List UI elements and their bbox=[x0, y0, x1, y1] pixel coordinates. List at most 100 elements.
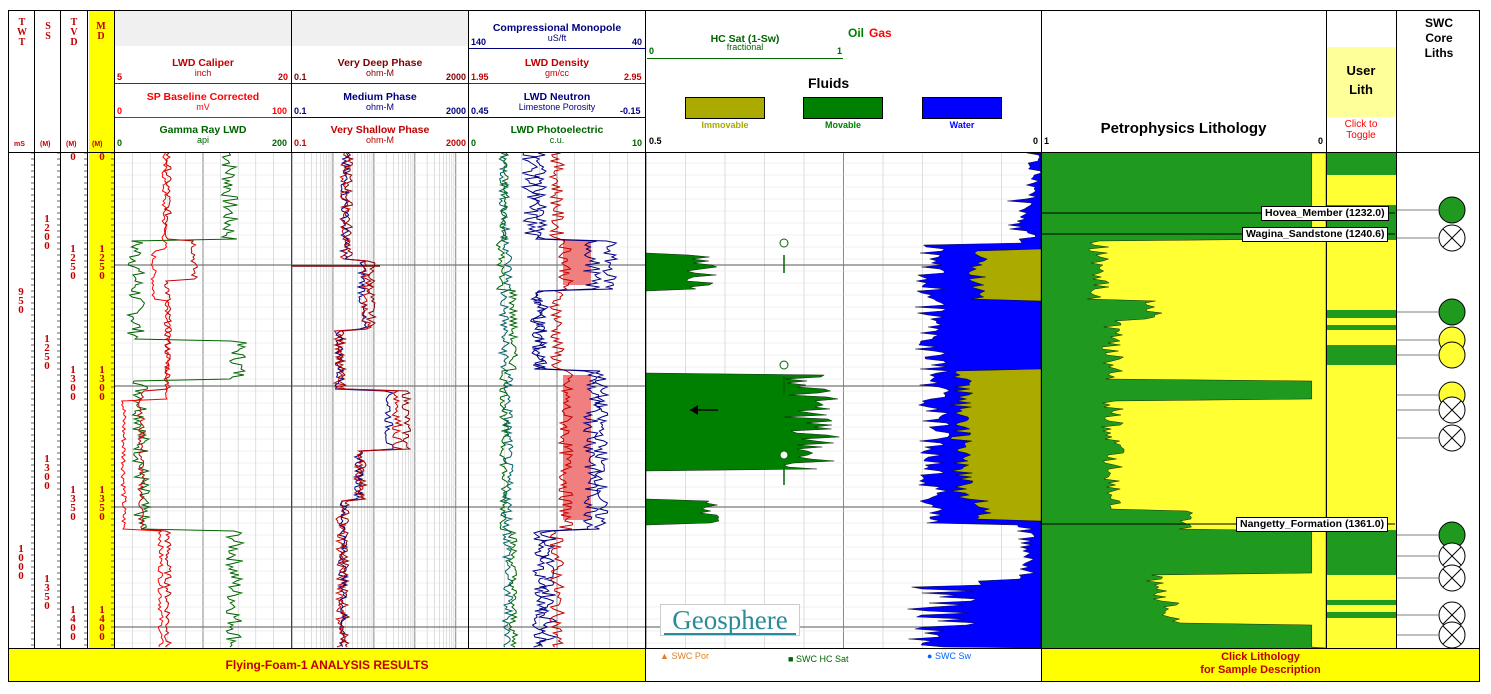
swc-cross bbox=[1442, 546, 1462, 566]
log-curve bbox=[531, 152, 619, 648]
dt-title: Compressional Monopole bbox=[492, 22, 622, 34]
crossover-fill bbox=[563, 240, 591, 285]
track2-empty-header bbox=[292, 11, 468, 46]
caliper-scale-line bbox=[115, 83, 291, 84]
caliper-title: LWD Caliper bbox=[172, 57, 234, 69]
nphi-min: 0.45 bbox=[471, 106, 489, 116]
click-lith-line2: for Sample Description bbox=[1200, 664, 1321, 676]
track1-empty-header bbox=[115, 11, 291, 46]
rhob-max: 2.95 bbox=[624, 72, 642, 82]
swc-sample bbox=[1438, 298, 1466, 326]
mp-unit: ohm-M bbox=[365, 102, 394, 112]
vdp-unit: ohm-M bbox=[365, 68, 394, 78]
water-swatch bbox=[922, 97, 1002, 119]
md-mark: 0 bbox=[99, 151, 105, 163]
rhob-title: LWD Density bbox=[524, 57, 590, 69]
nphi-unit: Limestone Porosity bbox=[518, 102, 596, 112]
fluids-title: Fluids bbox=[808, 75, 850, 91]
rhob-unit: gm/cc bbox=[544, 68, 569, 78]
pe-title: LWD Photoelectric bbox=[510, 124, 604, 136]
swc-marker bbox=[779, 450, 789, 460]
user-lith-line1: User bbox=[1346, 63, 1376, 78]
analysis-footer: Flying-Foam-1 ANALYSIS RESULTS bbox=[9, 649, 645, 681]
log-curve bbox=[335, 152, 412, 648]
formation-top-hovea[interactable]: Hovea_Member (1232.0) bbox=[1261, 206, 1389, 221]
caliper-min: 5 bbox=[117, 72, 123, 82]
swc-header: SWC Core Liths bbox=[1398, 16, 1480, 61]
fluid-fill bbox=[645, 153, 840, 648]
md-track-bg bbox=[89, 153, 114, 648]
swc-marker bbox=[779, 238, 789, 248]
oil-label: Oil bbox=[848, 26, 865, 40]
vdp-scale-line bbox=[292, 83, 468, 84]
mp-scale-line bbox=[292, 117, 468, 118]
sp-max: 100 bbox=[272, 106, 288, 116]
hcsat-min: 0 bbox=[649, 46, 655, 56]
user-lith-band bbox=[1327, 153, 1396, 175]
user-lith-line2: Lith bbox=[1349, 82, 1373, 97]
vsp-max: 2000 bbox=[446, 138, 467, 148]
analysis-title: Flying-Foam-1 ANALYSIS RESULTS bbox=[225, 658, 429, 672]
user-lith-band bbox=[1327, 345, 1396, 365]
caliper-max: 20 bbox=[278, 72, 289, 82]
pe-min: 0 bbox=[471, 138, 477, 148]
log-curve bbox=[548, 152, 575, 648]
user-lith-button[interactable]: User Lith bbox=[1327, 47, 1395, 117]
square-icon: ■ bbox=[788, 654, 794, 664]
gr-max: 200 bbox=[272, 138, 288, 148]
tvd-mark: 0 bbox=[70, 151, 76, 163]
swc-cross bbox=[1442, 625, 1462, 645]
sp-scale-line bbox=[115, 117, 291, 118]
vsp-title: Very Shallow Phase bbox=[330, 124, 430, 136]
sp-min: 0 bbox=[117, 106, 123, 116]
t5-scale-max: 0 bbox=[1318, 136, 1324, 146]
nphi-title: LWD Neutron bbox=[523, 91, 591, 103]
hcsat-scale-line bbox=[647, 58, 843, 59]
gr-unit: api bbox=[196, 135, 209, 145]
caliper-unit: inch bbox=[194, 68, 212, 78]
arrow-head bbox=[690, 405, 698, 415]
swc-cross bbox=[1442, 428, 1462, 448]
hcsat-unit: fractional bbox=[726, 42, 764, 52]
swc-cross bbox=[1442, 400, 1462, 420]
click-lithology-footer[interactable]: Click Lithology for Sample Description bbox=[1042, 649, 1479, 681]
swc-line3: Liths bbox=[1424, 46, 1454, 60]
dt-max: 40 bbox=[632, 37, 643, 47]
nphi-max: -0.15 bbox=[620, 106, 641, 116]
rhob-scale-line bbox=[469, 83, 645, 84]
log-frame bbox=[8, 10, 1480, 682]
log-curve bbox=[333, 152, 395, 648]
vdp-title: Very Deep Phase bbox=[337, 57, 423, 69]
user-lith-band bbox=[1327, 612, 1396, 618]
mp-title: Medium Phase bbox=[343, 91, 417, 103]
t5-scale-min: 1 bbox=[1044, 136, 1050, 146]
user-lith-band bbox=[1327, 530, 1396, 575]
formation-top-wagina[interactable]: Wagina_Sandstone (1240.6) bbox=[1242, 227, 1389, 242]
formation-top-nangetty[interactable]: Nangetty_Formation (1361.0) bbox=[1236, 517, 1389, 532]
t4-scale-min: 0.5 bbox=[649, 136, 662, 146]
ss-unit: (M) bbox=[40, 141, 51, 148]
toggle-link[interactable]: Click to Toggle bbox=[1327, 119, 1395, 141]
lithology-title: Petrophysics Lithology bbox=[1100, 120, 1267, 137]
swc-sample bbox=[1438, 341, 1466, 369]
geosphere-logo: Geosphere bbox=[660, 604, 800, 636]
gas-label: Gas bbox=[869, 26, 892, 40]
nphi-scale-line bbox=[469, 117, 645, 118]
log-curve bbox=[120, 152, 172, 648]
user-lith-band bbox=[1327, 310, 1396, 318]
md-header-bg bbox=[89, 11, 114, 152]
vsp-unit: ohm-M bbox=[365, 135, 394, 145]
